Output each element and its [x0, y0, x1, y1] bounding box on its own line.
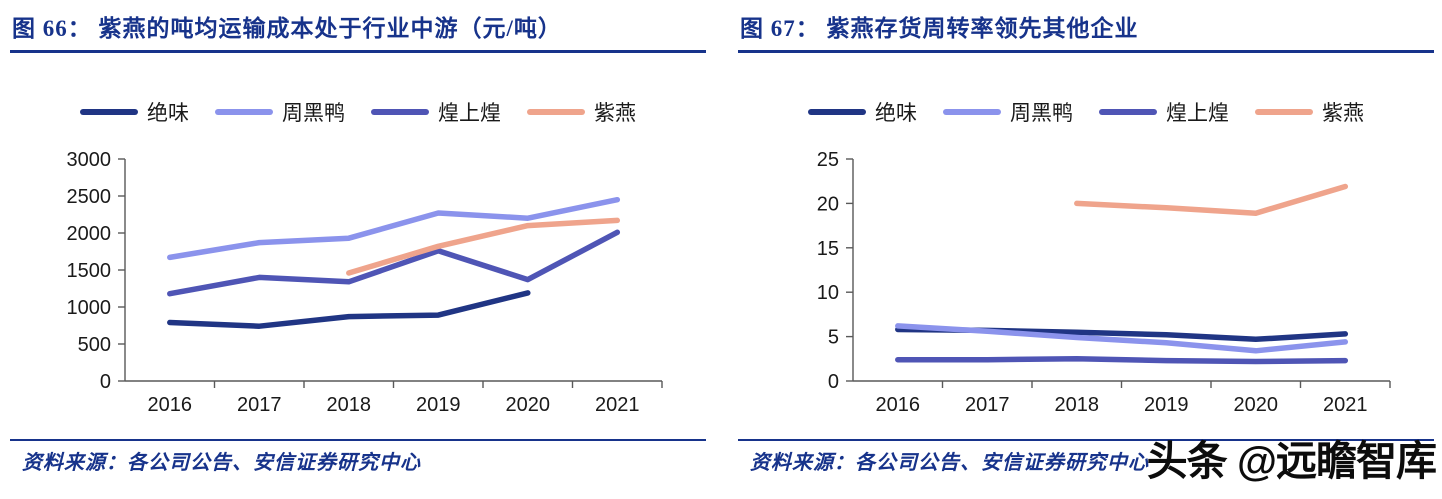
line-chart: 0 5 10 15 20 25 2016 2017 2018 2019 2020 2021 — [817, 149, 1391, 416]
svg-text:2017: 2017 — [237, 394, 282, 416]
svg-text:25: 25 — [817, 149, 839, 171]
legend-label: 周黑鸭 — [282, 102, 345, 125]
svg-text:10: 10 — [817, 282, 839, 304]
source-note: 资料来源：各公司公告、安信证券研究中心 — [22, 452, 421, 474]
svg-text:2017: 2017 — [965, 394, 1010, 416]
svg-text:0: 0 — [828, 371, 839, 393]
watermark: 头条 @远瞻智库 — [1146, 438, 1437, 484]
legend-line-swatch — [215, 109, 273, 115]
legend-line-swatch — [808, 109, 866, 115]
figure-67-panel: 图 67： 紫燕存货周转率领先其他企业 绝味 周黑鸭 煌上煌 紫燕 0 5 10 15 20 2… — [738, 8, 1437, 491]
svg-text:1500: 1500 — [67, 260, 112, 282]
legend-line-swatch — [80, 109, 138, 115]
svg-text:2016: 2016 — [148, 394, 193, 416]
legend-item: 绝味 — [808, 97, 917, 127]
svg-text:20: 20 — [817, 193, 839, 215]
svg-text:2018: 2018 — [1055, 394, 1100, 416]
figure-footer: 资料来源：各公司公告、安信证券研究中心 — [10, 439, 706, 491]
legend-line-swatch — [1099, 109, 1157, 115]
figure-title: 图 66： 紫燕的吨均运输成本处于行业中游（元/吨） — [12, 16, 562, 41]
line-chart: 0 500 1000 1500 2000 2500 3000 2016 2017 2018 2019… — [67, 149, 663, 416]
svg-text:15: 15 — [817, 238, 839, 260]
legend-label: 紫燕 — [594, 102, 636, 125]
svg-text:2021: 2021 — [1323, 394, 1368, 416]
legend-item: 周黑鸭 — [943, 97, 1073, 127]
title-underline — [10, 50, 706, 53]
chart-legend: 绝味 周黑鸭 煌上煌 紫燕 — [10, 97, 706, 127]
svg-text:500: 500 — [78, 334, 111, 356]
legend-item: 煌上煌 — [371, 97, 501, 127]
title-underline — [738, 50, 1434, 53]
legend-line-swatch — [1255, 109, 1313, 115]
legend-line-swatch — [527, 109, 585, 115]
legend-label: 绝味 — [147, 102, 189, 125]
legend-label: 周黑鸭 — [1010, 102, 1073, 125]
svg-text:5: 5 — [828, 327, 839, 349]
svg-text:2019: 2019 — [416, 394, 461, 416]
figure-footer: 资料来源：各公司公告、安信证券研究中心 — [738, 439, 1434, 491]
svg-text:2019: 2019 — [1144, 394, 1189, 416]
figure-66-panel: 图 66： 紫燕的吨均运输成本处于行业中游（元/吨） 绝味 周黑鸭 煌上煌 紫燕 0 5… — [10, 8, 706, 491]
svg-text:0: 0 — [100, 371, 111, 393]
legend-label: 煌上煌 — [1166, 102, 1229, 125]
legend-item: 绝味 — [80, 97, 189, 127]
legend-item: 紫燕 — [527, 97, 636, 127]
legend-item: 周黑鸭 — [215, 97, 345, 127]
svg-text:2018: 2018 — [327, 394, 372, 416]
chart-legend: 绝味 周黑鸭 煌上煌 紫燕 — [738, 97, 1434, 127]
legend-item: 紫燕 — [1255, 97, 1364, 127]
legend-label: 紫燕 — [1322, 102, 1364, 125]
svg-text:1000: 1000 — [67, 297, 112, 319]
svg-text:2000: 2000 — [67, 223, 112, 245]
svg-text:2020: 2020 — [1234, 394, 1279, 416]
svg-text:2016: 2016 — [876, 394, 921, 416]
source-note: 资料来源：各公司公告、安信证券研究中心 — [750, 452, 1149, 474]
legend-item: 煌上煌 — [1099, 97, 1229, 127]
legend-line-swatch — [371, 109, 429, 115]
legend-label: 绝味 — [875, 102, 917, 125]
figure-title: 图 67： 紫燕存货周转率领先其他企业 — [740, 16, 1139, 41]
legend-label: 煌上煌 — [438, 102, 501, 125]
svg-text:2500: 2500 — [67, 186, 112, 208]
svg-text:2021: 2021 — [595, 394, 640, 416]
svg-text:2020: 2020 — [506, 394, 551, 416]
svg-text:3000: 3000 — [67, 149, 112, 171]
legend-line-swatch — [943, 109, 1001, 115]
